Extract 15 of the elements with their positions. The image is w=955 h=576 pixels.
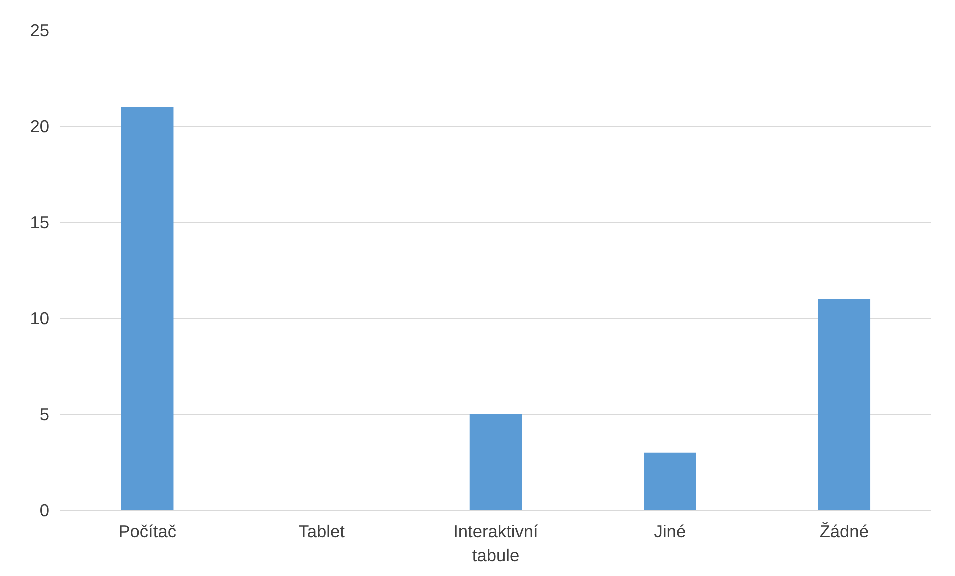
y-tick-label: 10	[30, 308, 50, 328]
x-tick-label: Žádné	[820, 522, 869, 542]
y-tick-label: 5	[40, 404, 50, 424]
y-tick-label: 15	[30, 212, 50, 232]
x-tick-label: Tablet	[298, 522, 346, 542]
y-tick-label: 25	[30, 20, 50, 40]
y-tick-label: 20	[30, 116, 50, 136]
bar	[470, 414, 522, 510]
x-tick-label: Jiné	[654, 522, 686, 542]
x-tick-label: Interaktivní tabule	[454, 522, 539, 566]
bar	[121, 107, 174, 510]
x-tick-label: Počítač	[118, 522, 177, 542]
y-tick-label: 0	[40, 500, 50, 520]
bar	[644, 452, 696, 510]
bar	[818, 299, 871, 510]
